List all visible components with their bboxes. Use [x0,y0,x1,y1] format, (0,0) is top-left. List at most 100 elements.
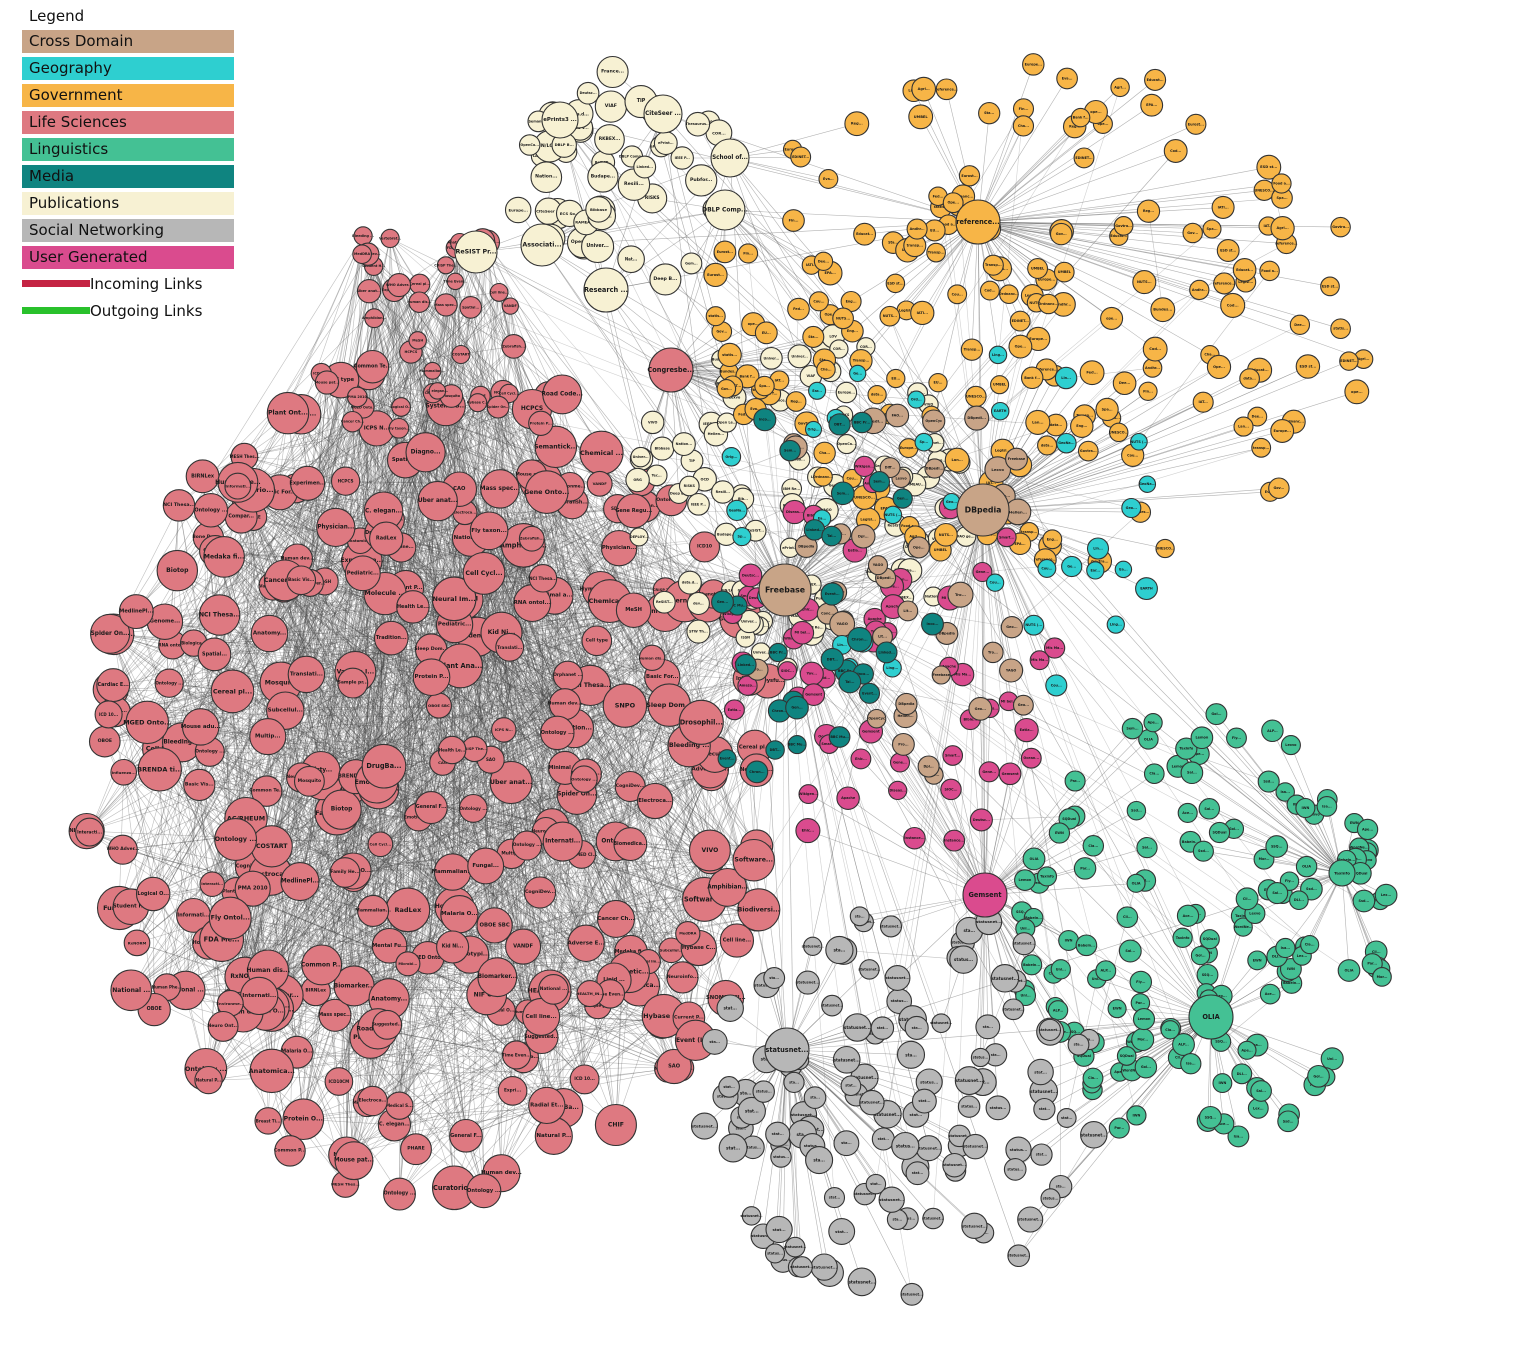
graph-edge [164,510,634,622]
graph-edge [214,551,371,1038]
graph-node: Expri... [497,1076,528,1106]
node-circle [613,827,648,862]
graph-edge [131,990,547,1106]
node-circle [369,521,404,556]
graph-node: Interacti... [75,817,105,847]
graph-node: Physician... [316,507,356,548]
node-circle [436,930,470,964]
graph-edge [355,671,443,763]
graph-node: Adverse E... [567,924,605,963]
graph-node: ePrint... [653,131,678,156]
node-circle [491,717,517,743]
graph-edge [540,704,670,1018]
graph-edge [309,582,409,910]
graph-node: COSTART [451,344,471,365]
graph-edge [221,773,587,940]
graph-node: Cancer Ch... [596,899,636,938]
graph-edge [113,634,283,996]
graph-edge [136,587,407,944]
node-circle [489,282,509,302]
graph-node: MedlinePl... [118,594,154,630]
graph-edge [573,610,634,729]
graph-edge [394,993,611,1126]
graph-edge [382,602,708,765]
node-circle [88,725,121,758]
graph-node: CHIF [594,1103,637,1147]
node-circle [203,536,245,578]
graph-edge [237,482,587,775]
node-circle [650,436,675,461]
graph-edge [353,318,375,1161]
graph-edge [199,784,419,818]
node-circle [96,668,131,703]
graph-edge [361,254,696,1041]
graph-edge [237,485,357,777]
node-circle [594,90,628,123]
node-circle [680,252,703,275]
graph-edge [372,1067,681,1102]
graph-edge [455,247,466,513]
graph-edge [378,452,426,789]
graph-node: Health Le... [396,590,430,624]
graph-edge [118,748,475,909]
graph-edge [287,412,575,729]
node-circle [616,493,652,529]
graph-edge [208,537,478,637]
graph-edge [399,547,402,1195]
graph-edge [136,265,447,944]
node-circle [372,1009,403,1040]
graph-edge [252,516,467,1136]
node-circle [477,957,518,998]
graph-node: Protein P... [528,410,554,436]
graph-node: Cell line... [719,923,755,958]
node-circle [254,1107,282,1135]
node-circle [440,895,479,934]
graph-node: Electroca... [357,1085,388,1117]
graph-node: ICPS N... [491,717,517,743]
graph-edge [383,511,533,604]
graph-node: RKBEX... [594,124,625,155]
graph-edge [130,235,364,907]
graph-node: Translati... [287,655,326,694]
node-circle [523,876,557,909]
graph-node: Zebrafish... [518,525,545,552]
graph-edge [199,784,640,986]
graph-edge [499,488,663,1023]
node-circle [615,592,652,628]
node-circle [501,297,519,315]
graph-edge [388,865,486,999]
graph-edge [136,611,231,919]
graph-edge [367,254,467,1136]
graph-node: Ontology ... [154,668,184,698]
node-circle [282,1098,325,1141]
graph-node: Medical S... [385,1091,414,1120]
graph-edge [123,772,485,1191]
node-circle [400,1133,432,1166]
node-circle [497,1076,528,1106]
graph-node: Breast Ti... [254,1107,282,1135]
graph-node: Cell Cycl... [367,831,394,858]
graph-edge [387,519,429,808]
node-circle [586,470,613,497]
graph-node: Chemical ... [579,430,624,475]
graph-node: OBOE SBC [476,907,513,944]
graph-node: Vertebrat... [379,228,401,249]
graph-edge [509,647,753,864]
graph-node: Protein O... [282,1098,325,1141]
graph-edge [485,488,501,867]
graph-node: Radial Et... [528,1086,566,1125]
graph-edge [359,540,502,1012]
graph-edge [123,772,524,1058]
graph-edge [465,993,611,1137]
graph-edge [982,366,1220,511]
graph-edge [248,685,591,989]
graph-edge [368,373,549,396]
graph-edge [451,508,618,751]
node-circle [135,876,171,912]
node-circle [353,226,373,246]
graph-edge [367,254,601,590]
graph-node: MeSH [408,331,427,350]
graph-node: Logical O... [135,876,171,912]
node-circle [408,291,431,313]
node-circle [570,765,598,793]
